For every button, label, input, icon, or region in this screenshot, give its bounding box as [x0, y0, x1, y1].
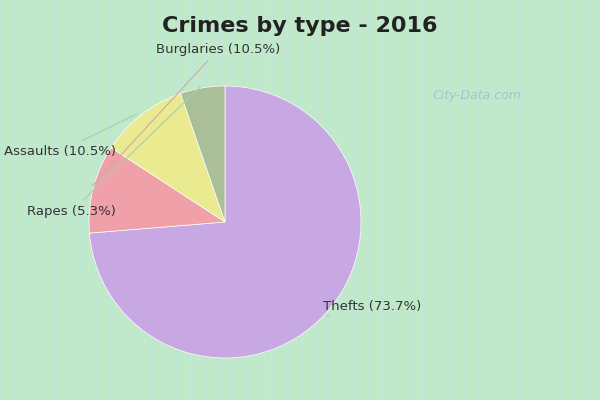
Text: Thefts (73.7%): Thefts (73.7%): [323, 300, 421, 316]
Text: Burglaries (10.5%): Burglaries (10.5%): [92, 43, 280, 186]
Wedge shape: [89, 148, 225, 233]
Text: Crimes by type - 2016: Crimes by type - 2016: [162, 16, 438, 36]
Wedge shape: [89, 86, 361, 358]
Wedge shape: [181, 86, 225, 222]
Text: Assaults (10.5%): Assaults (10.5%): [4, 114, 137, 158]
Text: City-Data.com: City-Data.com: [432, 90, 521, 102]
Text: Rapes (5.3%): Rapes (5.3%): [28, 87, 200, 218]
Wedge shape: [111, 94, 225, 222]
